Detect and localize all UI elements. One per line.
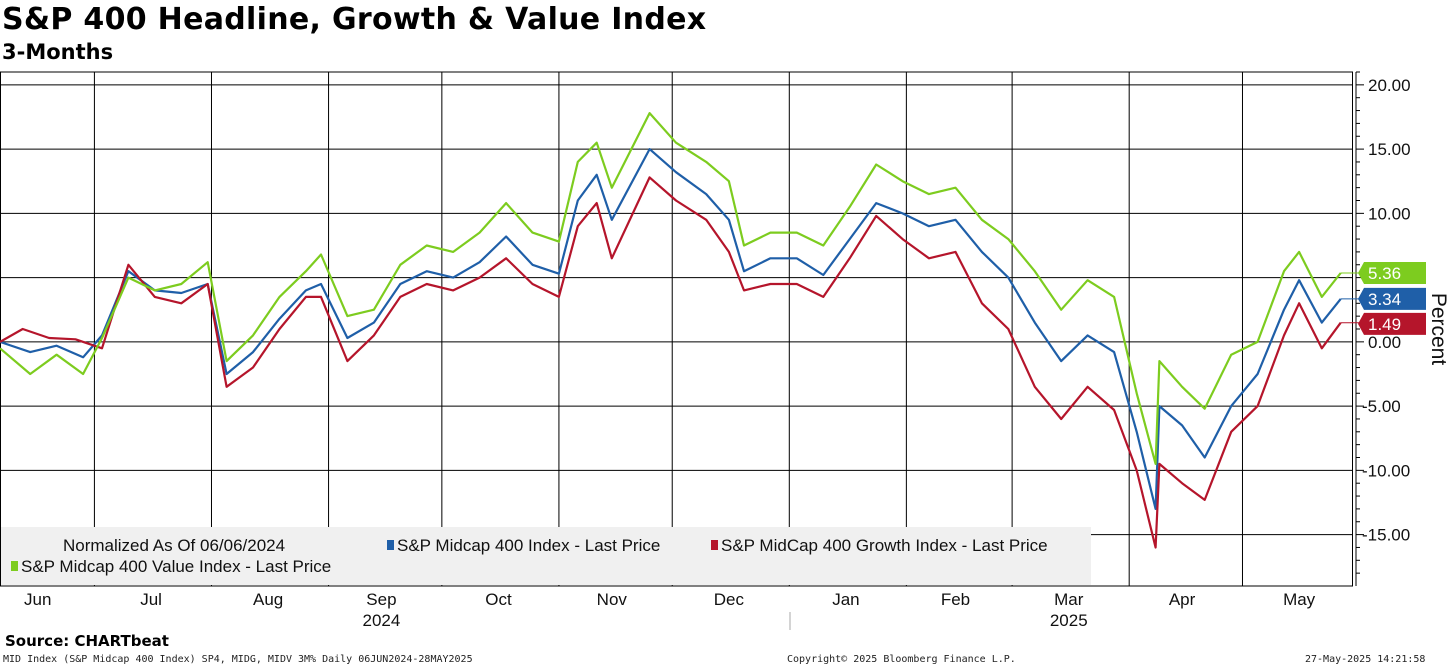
y-tick-label: -5.00	[1362, 397, 1401, 416]
y-tick-label: 20.00	[1368, 76, 1411, 95]
legend-label: S&P Midcap 400 Index - Last Price	[397, 536, 660, 555]
grid-layer	[0, 71, 1353, 587]
legend-background	[1, 527, 1091, 585]
footer-timestamp: 27-May-2025 14:21:58	[1305, 654, 1426, 665]
footer-copyright: Copyright© 2025 Bloomberg Finance L.P.	[787, 654, 1016, 665]
legend-swatch	[11, 561, 18, 571]
legend-note: Normalized As Of 06/06/2024	[63, 536, 285, 555]
legend-box: Normalized As Of 06/06/2024 S&P Midcap 4…	[1, 527, 1091, 585]
last-value-tag	[1358, 312, 1426, 335]
x-tick-label: Feb	[941, 590, 970, 609]
y-tick-label: -15.00	[1362, 526, 1410, 545]
footer-index-description: MID Index (S&P Midcap 400 Index) SP4, MI…	[3, 654, 473, 665]
x-tick-label: Jan	[832, 590, 859, 609]
x-year-label: 2025	[1050, 611, 1088, 630]
last-value-tag	[1358, 287, 1426, 310]
source-note: Source: CHARTbeat	[5, 632, 169, 650]
legend-swatch	[711, 540, 718, 550]
series-line	[0, 176, 1342, 549]
series-line	[0, 112, 1342, 465]
x-tick-label: Dec	[714, 590, 745, 609]
x-tick-label: Oct	[485, 590, 512, 609]
x-year-label: 2024	[363, 611, 401, 630]
last-value-label: 3.34	[1368, 290, 1401, 309]
legend-swatch	[387, 540, 394, 550]
y-tick-label: 10.00	[1368, 204, 1411, 223]
chart-subtitle: 3-Months	[2, 40, 114, 64]
x-tick-label: Sep	[366, 590, 396, 609]
legend-label: S&P Midcap 400 Value Index - Last Price	[21, 557, 331, 576]
series-line	[0, 148, 1342, 510]
x-tick-label: Nov	[597, 590, 628, 609]
y-tick-label: 15.00	[1368, 140, 1411, 159]
x-tick-label: Jun	[24, 590, 51, 609]
y-tick-label: -10.00	[1362, 461, 1410, 480]
last-value-label: 5.36	[1368, 264, 1401, 283]
last-value-tag	[1358, 261, 1426, 284]
x-tick-label: Apr	[1169, 590, 1196, 609]
axes-layer: 20.0015.0010.005.000.00-5.00-10.00-15.00…	[24, 71, 1450, 630]
series-layer	[0, 112, 1342, 549]
x-tick-label: Mar	[1054, 590, 1084, 609]
y-tick-label: 0.00	[1368, 333, 1401, 352]
plot-border	[0, 71, 1353, 587]
x-tick-label: Aug	[253, 590, 283, 609]
legend-label: S&P MidCap 400 Growth Index - Last Price	[721, 536, 1048, 555]
last-value-label: 1.49	[1368, 315, 1401, 334]
x-tick-label: Jul	[140, 590, 162, 609]
y-axis-label: Percent	[1427, 293, 1450, 366]
chart-title: S&P 400 Headline, Growth & Value Index	[2, 2, 707, 37]
x-tick-label: May	[1283, 590, 1316, 609]
